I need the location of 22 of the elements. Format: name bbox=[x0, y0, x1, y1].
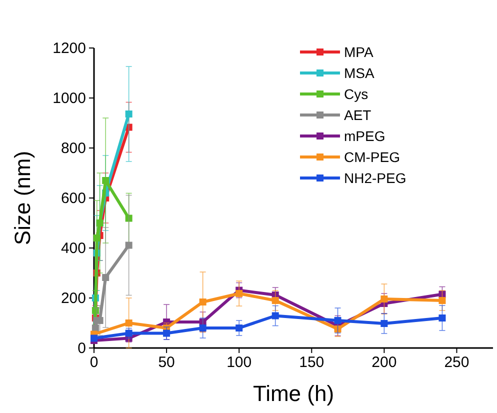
legend-label: MPA bbox=[344, 44, 374, 60]
y-tick-label: 600 bbox=[60, 190, 86, 207]
legend-label: MSA bbox=[344, 65, 375, 81]
legend-label: CM-PEG bbox=[344, 149, 400, 165]
y-tick-label: 0 bbox=[78, 340, 86, 357]
x-tick-label: 100 bbox=[226, 354, 252, 371]
legend-label: Cys bbox=[344, 86, 368, 102]
y-tick-label: 1000 bbox=[52, 90, 86, 107]
legend-label: NH2-PEG bbox=[344, 170, 406, 186]
y-axis-title: Size (nm) bbox=[10, 150, 35, 246]
x-tick-label: 50 bbox=[158, 354, 175, 371]
y-tick-label: 400 bbox=[60, 240, 86, 257]
x-tick-label: 0 bbox=[90, 354, 98, 371]
x-tick-label: 250 bbox=[444, 354, 470, 371]
x-tick-label: 200 bbox=[372, 354, 397, 371]
legend-label: mPEG bbox=[344, 128, 386, 144]
y-tick-label: 200 bbox=[60, 290, 86, 307]
y-tick-label: 1200 bbox=[52, 40, 86, 57]
x-tick-label: 150 bbox=[299, 354, 324, 371]
y-tick-label: 800 bbox=[60, 140, 86, 157]
legend-label: AET bbox=[344, 107, 372, 123]
x-axis-title: Time (h) bbox=[252, 381, 334, 406]
